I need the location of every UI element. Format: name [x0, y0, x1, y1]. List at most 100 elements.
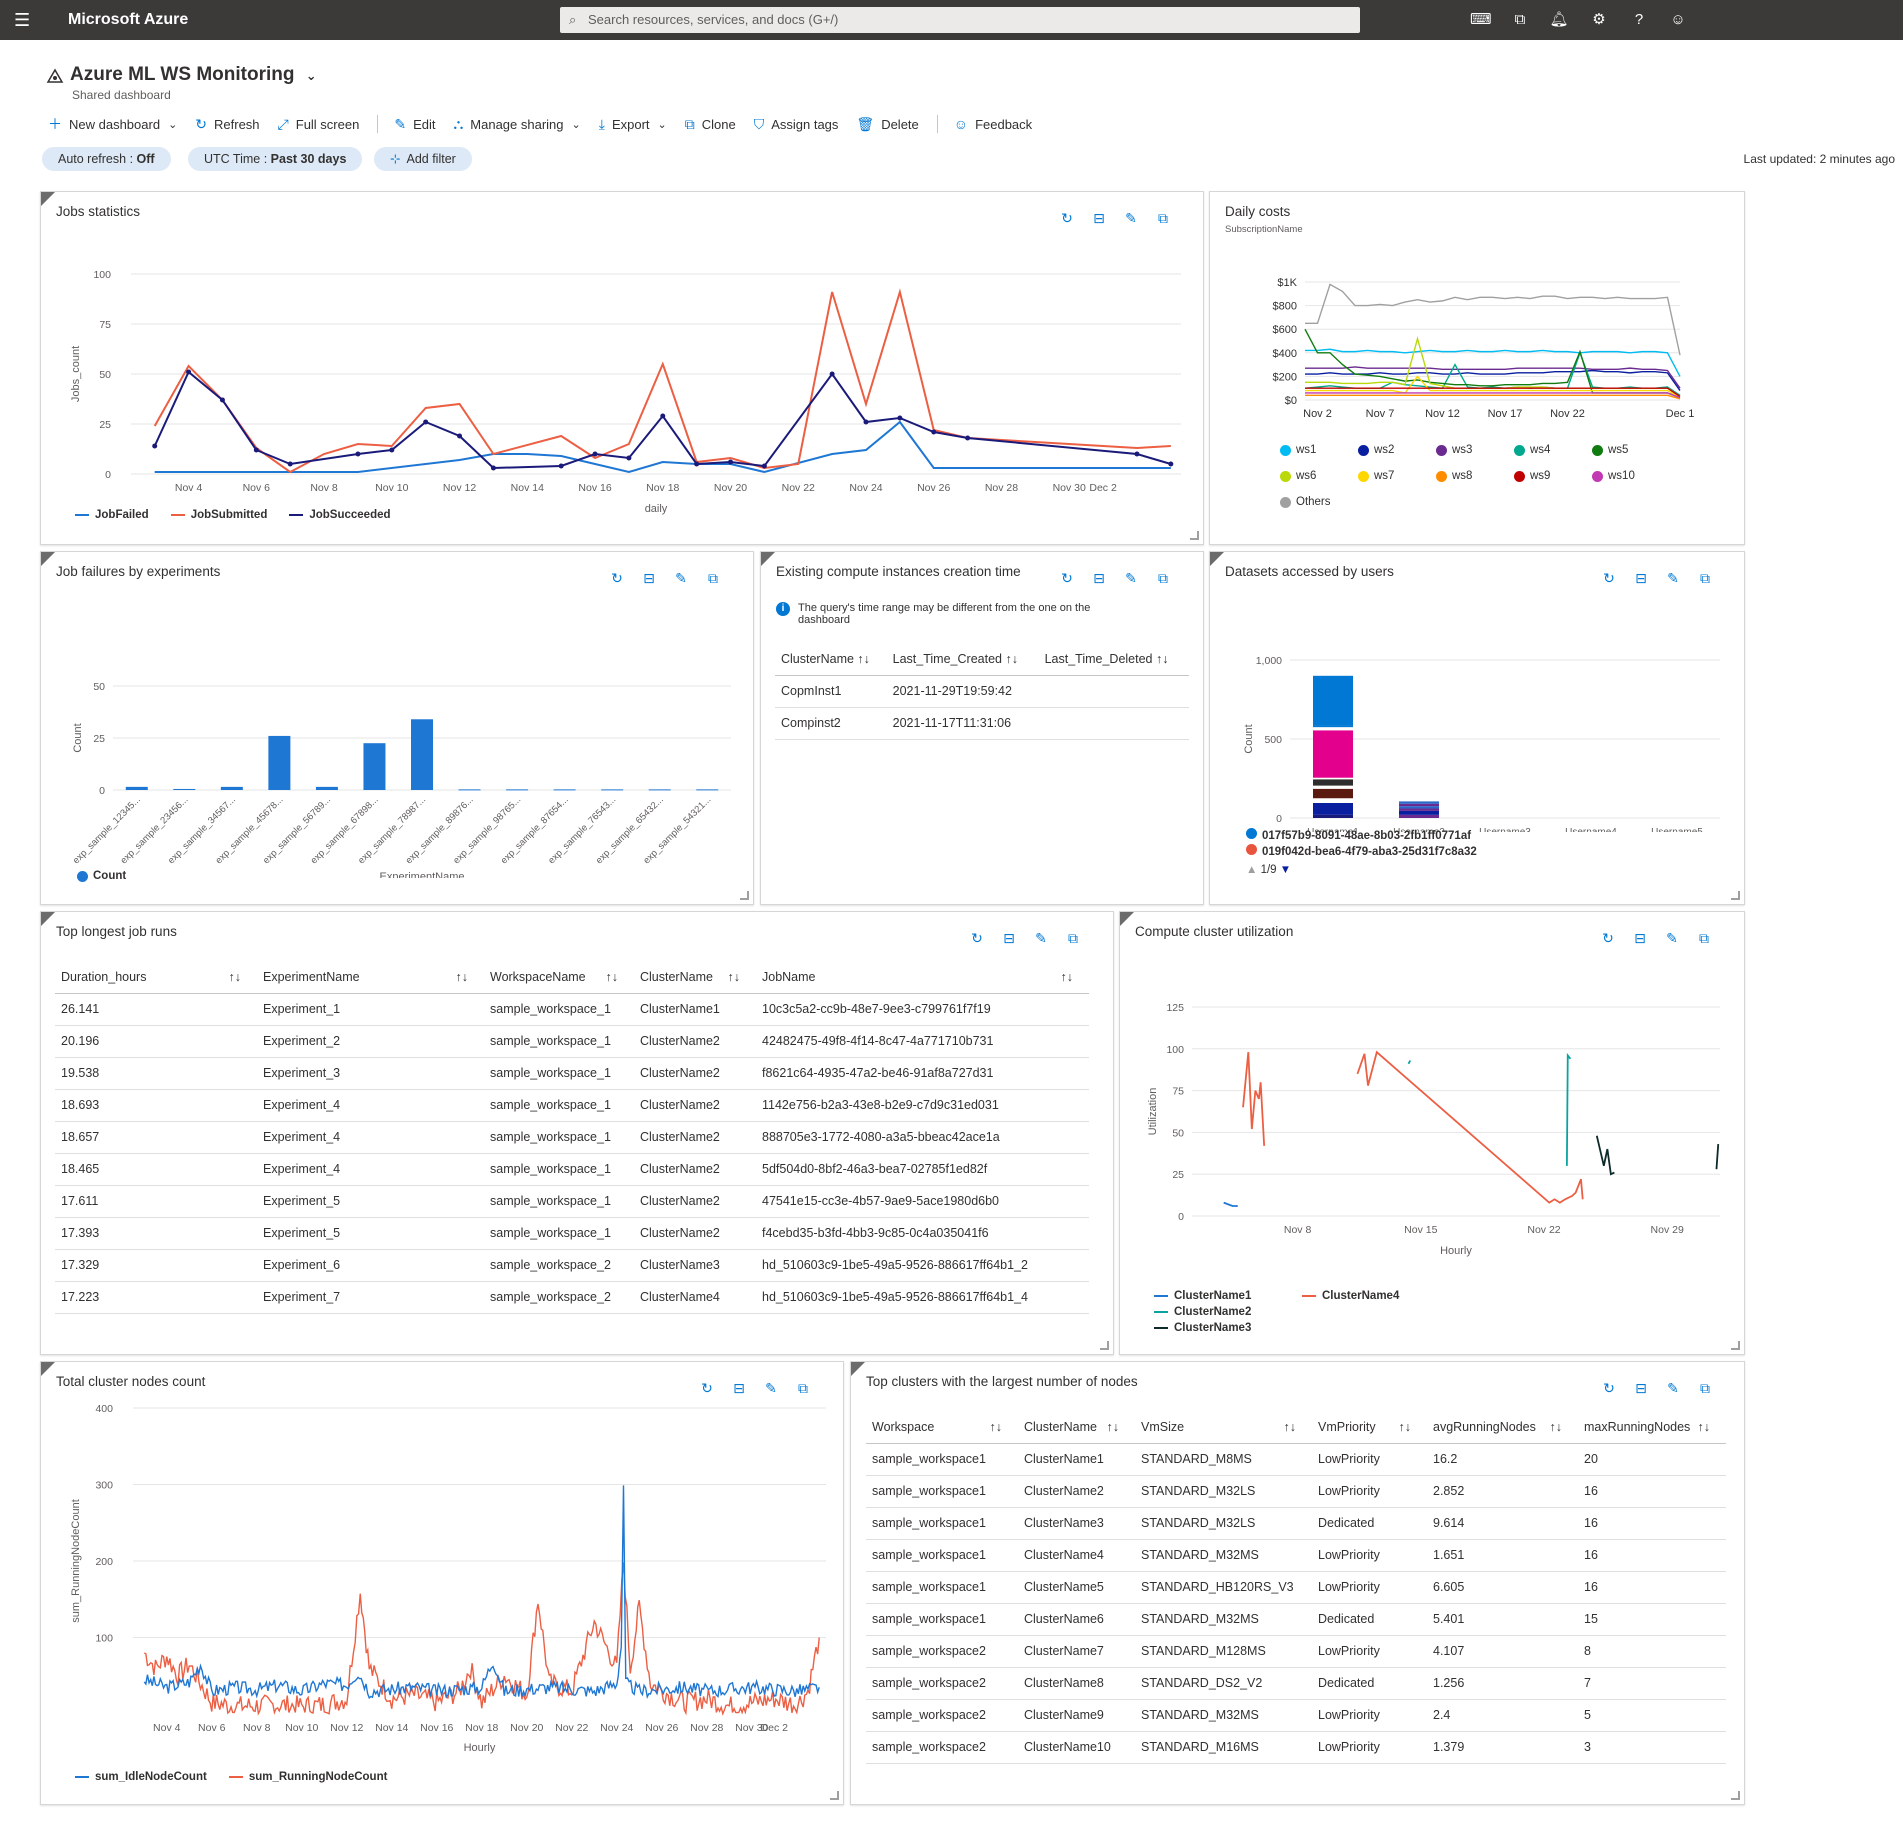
chevron-down-icon[interactable]: ⌄ [305, 68, 317, 83]
resize-handle[interactable] [1731, 1791, 1740, 1800]
column-header[interactable]: JobName ↑↓ [756, 961, 1089, 994]
column-header[interactable]: ClusterName ↑↓ [1018, 1411, 1135, 1444]
sort-icon[interactable]: ↑↓ [455, 969, 469, 984]
sort-icon[interactable]: ↑↓ [605, 969, 619, 984]
column-header[interactable]: Duration_hours ↑↓ [55, 961, 257, 994]
export-button[interactable]: ⤓ Export ⌄ [599, 116, 667, 133]
brand-name[interactable]: Microsoft Azure [68, 11, 189, 28]
pin-icon[interactable]: ⧉ [1158, 210, 1168, 226]
resize-handle[interactable] [1190, 531, 1199, 540]
column-header[interactable]: VmSize ↑↓ [1135, 1411, 1312, 1444]
legend-item[interactable]: ws7 [1358, 470, 1428, 482]
legend-item[interactable]: 019f042d-bea6-4f79-aba3-25d31f7c8a32 [1246, 844, 1477, 860]
refresh-icon[interactable]: ↻ [1061, 210, 1073, 226]
legend-item[interactable]: ws4 [1514, 444, 1584, 456]
pin-icon[interactable]: ⧉ [1700, 1380, 1710, 1396]
resize-handle[interactable] [740, 891, 749, 900]
open-in-logs-icon[interactable]: ⊟ [643, 570, 655, 586]
open-in-logs-icon[interactable]: ⊟ [733, 1380, 745, 1396]
refresh-icon[interactable]: ↻ [1061, 570, 1073, 586]
new-dashboard-button[interactable]: ＋ New dashboard ⌄ [48, 114, 177, 134]
help-icon[interactable]: ? [1634, 11, 1644, 28]
clone-button[interactable]: ⧉ Clone [685, 116, 736, 133]
legend-item[interactable]: ws5 [1592, 444, 1662, 456]
legend-item[interactable]: ws2 [1358, 444, 1428, 456]
legend-item[interactable]: JobSucceeded [289, 509, 391, 521]
column-header[interactable]: ExperimentName ↑↓ [257, 961, 484, 994]
edit-query-icon[interactable]: ✎ [1125, 210, 1137, 226]
legend-item[interactable]: Others [1280, 496, 1350, 508]
cloud-shell-icon[interactable]: ⌨ [1470, 11, 1492, 28]
edit-button[interactable]: ✎ Edit [394, 116, 435, 133]
column-header[interactable]: WorkspaceName ↑↓ [484, 961, 634, 994]
edit-query-icon[interactable]: ✎ [1035, 930, 1047, 946]
legend-item[interactable]: ClusterName4 [1302, 1288, 1399, 1304]
legend-item[interactable]: sum_RunningNodeCount [228, 1771, 387, 1783]
legend-item[interactable]: ws10 [1592, 470, 1662, 482]
edit-query-icon[interactable]: ✎ [1125, 570, 1137, 586]
edit-query-icon[interactable]: ✎ [765, 1380, 777, 1396]
legend-item[interactable]: JobSubmitted [170, 509, 267, 521]
hamburger-menu-icon[interactable]: ☰ [14, 10, 31, 30]
refresh-icon[interactable]: ↻ [611, 570, 623, 586]
sort-icon[interactable]: ↑↓ [1697, 1419, 1711, 1434]
column-header[interactable]: Last_Time_Created ↑↓ [886, 643, 1039, 676]
resize-handle[interactable] [830, 1791, 839, 1800]
search-input[interactable]: ⌕ Search resources, services, and docs (… [560, 7, 1360, 33]
column-header[interactable]: Workspace ↑↓ [866, 1411, 1018, 1444]
pin-icon[interactable]: ⧉ [798, 1380, 808, 1396]
legend-item[interactable]: ws9 [1514, 470, 1584, 482]
resize-handle[interactable] [1731, 891, 1740, 900]
resize-handle[interactable] [1731, 1341, 1740, 1350]
auto-refresh-pill[interactable]: Auto refresh : Off [42, 147, 171, 171]
column-header[interactable]: Last_Time_Deleted ↑↓ [1038, 643, 1189, 676]
full-screen-button[interactable]: ⤢ Full screen [278, 116, 360, 133]
open-in-logs-icon[interactable]: ⊟ [1093, 570, 1105, 586]
edit-query-icon[interactable]: ✎ [1667, 1380, 1679, 1396]
sort-icon[interactable]: ↑↓ [1398, 1419, 1412, 1434]
open-in-logs-icon[interactable]: ⊟ [1635, 570, 1647, 586]
edit-query-icon[interactable]: ✎ [675, 570, 687, 586]
column-header[interactable]: maxRunningNodes ↑↓ [1578, 1411, 1726, 1444]
pin-icon[interactable]: ⧉ [1699, 930, 1709, 946]
open-in-logs-icon[interactable]: ⊟ [1003, 930, 1015, 946]
pin-icon[interactable]: ⧉ [1158, 570, 1168, 586]
refresh-icon[interactable]: ↻ [1603, 570, 1615, 586]
sort-icon[interactable]: ↑↓ [1060, 969, 1074, 984]
sort-icon[interactable]: ↑↓ [1549, 1419, 1563, 1434]
delete-button[interactable]: 🗑︎ Delete [856, 116, 918, 133]
assign-tags-button[interactable]: ⛉ Assign tags [754, 116, 839, 133]
feedback-button[interactable]: ☺ Feedback [954, 116, 1032, 132]
directory-filter-icon[interactable]: ⧉ [1514, 11, 1526, 28]
sort-icon[interactable]: ↑↓ [727, 969, 741, 984]
open-in-logs-icon[interactable]: ⊟ [1634, 930, 1646, 946]
add-filter-pill[interactable]: ⊹ Add filter [374, 147, 472, 171]
legend-item[interactable]: ClusterName1 [1154, 1288, 1302, 1304]
pager-up-icon[interactable]: ▲ [1246, 864, 1258, 876]
legend-item[interactable]: ClusterName2 [1154, 1304, 1399, 1320]
column-header[interactable]: VmPriority ↑↓ [1312, 1411, 1427, 1444]
refresh-icon[interactable]: ↻ [1602, 930, 1614, 946]
refresh-icon[interactable]: ↻ [1603, 1380, 1615, 1396]
refresh-icon[interactable]: ↻ [971, 930, 983, 946]
refresh-button[interactable]: ↻ Refresh [195, 116, 259, 133]
legend-item[interactable]: ws3 [1436, 444, 1506, 456]
open-in-logs-icon[interactable]: ⊟ [1635, 1380, 1647, 1396]
legend-item[interactable]: ClusterName3 [1154, 1320, 1399, 1336]
legend-item[interactable]: ws8 [1436, 470, 1506, 482]
legend-item[interactable]: ws1 [1280, 444, 1350, 456]
utc-time-pill[interactable]: UTC Time : Past 30 days [188, 147, 363, 171]
legend-item[interactable]: ws6 [1280, 470, 1350, 482]
edit-query-icon[interactable]: ✎ [1666, 930, 1678, 946]
settings-gear-icon[interactable]: ⚙ [1592, 11, 1606, 28]
notifications-bell-icon[interactable]: 🔔︎ [1549, 11, 1569, 28]
column-header[interactable]: avgRunningNodes ↑↓ [1427, 1411, 1578, 1444]
manage-sharing-button[interactable]: ⛬ Manage sharing ⌄ [453, 116, 580, 133]
legend-item[interactable]: sum_IdleNodeCount [75, 1771, 207, 1783]
pin-icon[interactable]: ⧉ [1068, 930, 1078, 946]
sort-icon[interactable]: ↑↓ [1106, 1419, 1120, 1434]
column-header[interactable]: ClusterName ↑↓ [634, 961, 756, 994]
feedback-person-icon[interactable]: ☺ [1670, 11, 1686, 28]
refresh-icon[interactable]: ↻ [701, 1380, 713, 1396]
pager-down-icon[interactable]: ▼ [1279, 864, 1292, 876]
